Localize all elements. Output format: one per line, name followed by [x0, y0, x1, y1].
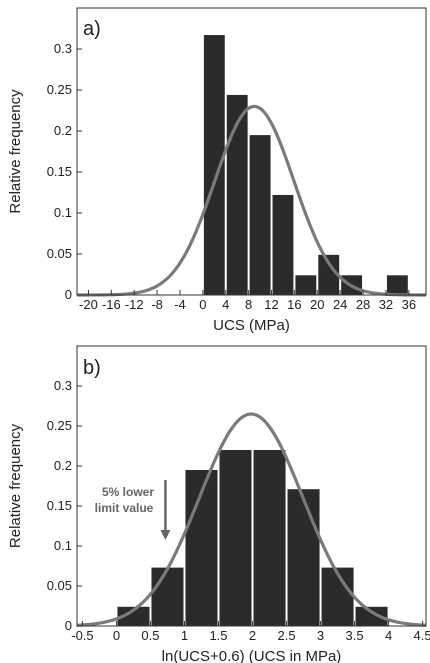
histogram-bar: [295, 275, 317, 295]
x-axis-label: UCS (MPa): [213, 317, 290, 334]
x-tick-label: 0: [113, 628, 120, 643]
x-tick-label: 24: [333, 297, 347, 312]
y-tick-label: 0.3: [54, 378, 72, 393]
histogram-bar: [226, 94, 248, 295]
x-tick-label: 3: [317, 628, 324, 643]
y-tick-label: 0.15: [47, 164, 72, 179]
histogram-bar: [219, 450, 252, 626]
y-tick-label: 0.25: [47, 82, 72, 97]
panel-label: a): [83, 18, 101, 40]
x-tick-label: 16: [287, 297, 301, 312]
y-tick-label: 0.25: [47, 418, 72, 433]
x-tick-label: 2.5: [277, 628, 295, 643]
y-tick-label: 0.3: [54, 41, 72, 56]
x-tick-label: 12: [264, 297, 278, 312]
x-tick-label: 8: [245, 297, 252, 312]
y-tick-label: 0.05: [47, 246, 72, 261]
plot-frame: [76, 7, 427, 296]
histogram-bar: [203, 35, 225, 296]
y-tick-label: 0: [65, 618, 72, 633]
y-tick-label: 0.15: [47, 498, 72, 513]
x-tick-label: 2: [249, 628, 256, 643]
histogram-bar: [355, 606, 388, 626]
chart-panel-a: 0 0.05 0.1 0.15 0.2 0.25 0.3 -20 -16 -12 -8 -4 0 4 8 12…: [7, 7, 427, 334]
y-tick-label: 0.2: [54, 123, 72, 138]
x-tick-label: 4: [222, 297, 229, 312]
y-tick-label: 0: [65, 287, 72, 302]
x-tick-label: 0: [199, 297, 206, 312]
x-tick-label: 28: [356, 297, 370, 312]
x-tick-label: 1: [181, 628, 188, 643]
panel-label: b): [83, 357, 101, 379]
x-tick-label: 4: [385, 628, 392, 643]
x-tick-label: -4: [174, 297, 186, 312]
y-tick-label: 0.2: [54, 458, 72, 473]
chart-panel-b: 00.050.10.150.20.250.3-0.5 0 0.5 1 1.5 2 2.5 3 3…: [7, 345, 430, 663]
plot-frame: [76, 345, 427, 627]
x-tick-label: 4.5: [414, 628, 430, 643]
x-tick-label: -12: [125, 297, 144, 312]
fitted-normal-curve: [76, 412, 427, 627]
x-tick-label: -16: [102, 297, 121, 312]
histogram-bar: [151, 567, 184, 626]
histogram-bar: [272, 194, 294, 295]
y-tick-label: 0.1: [54, 205, 72, 220]
y-axis-label: Relative frequency: [7, 423, 24, 548]
x-tick-label: 0.5: [141, 628, 159, 643]
x-tick-label: 20: [310, 297, 324, 312]
x-axis-label: ln(UCS+0.6) (UCS in MPa): [162, 648, 342, 663]
x-tick-label: 3.5: [346, 628, 364, 643]
annotation-text: limit value: [95, 501, 154, 515]
x-tick-label: 1.5: [209, 628, 227, 643]
x-tick-label: -0.5: [71, 628, 93, 643]
x-tick-label: 32: [379, 297, 393, 312]
y-tick-label: 0.1: [54, 538, 72, 553]
histogram-bar: [249, 135, 271, 295]
y-tick-label: 0.05: [47, 578, 72, 593]
x-tick-label: 36: [402, 297, 416, 312]
annotation-arrow-head: [160, 530, 171, 540]
x-tick-label: -8: [151, 297, 163, 312]
histogram-bar: [318, 254, 340, 295]
histogram-bar: [321, 567, 354, 626]
fitted-normal-curve: [77, 104, 427, 297]
histogram-bar: [117, 606, 150, 626]
histogram-bar: [253, 450, 286, 626]
histogram-bar: [386, 275, 408, 295]
y-axis-label: Relative frequency: [7, 89, 24, 214]
x-tick-label: -20: [79, 297, 98, 312]
histogram-bar: [287, 489, 320, 626]
annotation-text: 5% lower: [102, 485, 154, 499]
